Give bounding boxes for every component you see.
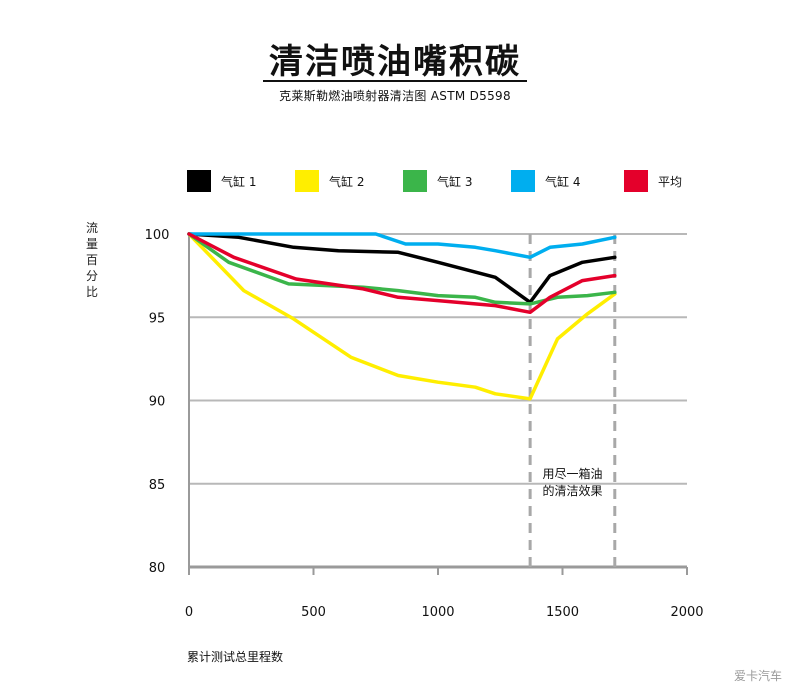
legend-swatch-4: [511, 170, 535, 192]
chart-subtitle: 克莱斯勒燃油喷射器清洁图 ASTM D5598: [279, 89, 511, 103]
series-line-4: [187, 232, 617, 260]
chart-title: 清洁喷油嘴积碳: [269, 42, 521, 82]
legend-swatch-2: [295, 170, 319, 192]
legend-label-4: 气缸 4: [545, 174, 580, 189]
series-line-5: [187, 232, 617, 315]
legend-label-3: 气缸 3: [437, 174, 472, 189]
watermark: 爱卡汽车: [733, 669, 782, 683]
y-tick-label: 90: [149, 395, 166, 410]
x-tick-label: 0: [185, 605, 193, 620]
legend-label-1: 气缸 1: [221, 174, 256, 189]
legend-label-2: 气缸 2: [329, 174, 364, 189]
title-underline: [263, 80, 527, 82]
y-tick-label: 100: [145, 228, 170, 243]
y-tick-label: 80: [149, 561, 166, 576]
y-axis-label: 流量百分比: [86, 221, 99, 299]
x-axis-label: 累计测试总里程数: [187, 650, 284, 664]
x-tick-label: 1500: [546, 605, 579, 620]
annotation-text: 用尽一箱油: [542, 466, 602, 481]
series-line-2: [187, 232, 617, 401]
x-tick-label: 2000: [670, 605, 703, 620]
legend-swatch-1: [187, 170, 211, 192]
legend-swatch-5: [624, 170, 648, 192]
series-line-1: [187, 232, 617, 305]
series-line-3: [187, 232, 617, 306]
y-tick-label: 85: [149, 478, 166, 493]
x-tick-label: 500: [301, 605, 326, 620]
legend-label-5: 平均: [658, 175, 682, 189]
annotation-text: 的清洁效果: [542, 483, 602, 498]
legend-swatch-3: [403, 170, 427, 192]
y-tick-label: 95: [149, 311, 166, 326]
x-tick-label: 1000: [421, 605, 454, 620]
